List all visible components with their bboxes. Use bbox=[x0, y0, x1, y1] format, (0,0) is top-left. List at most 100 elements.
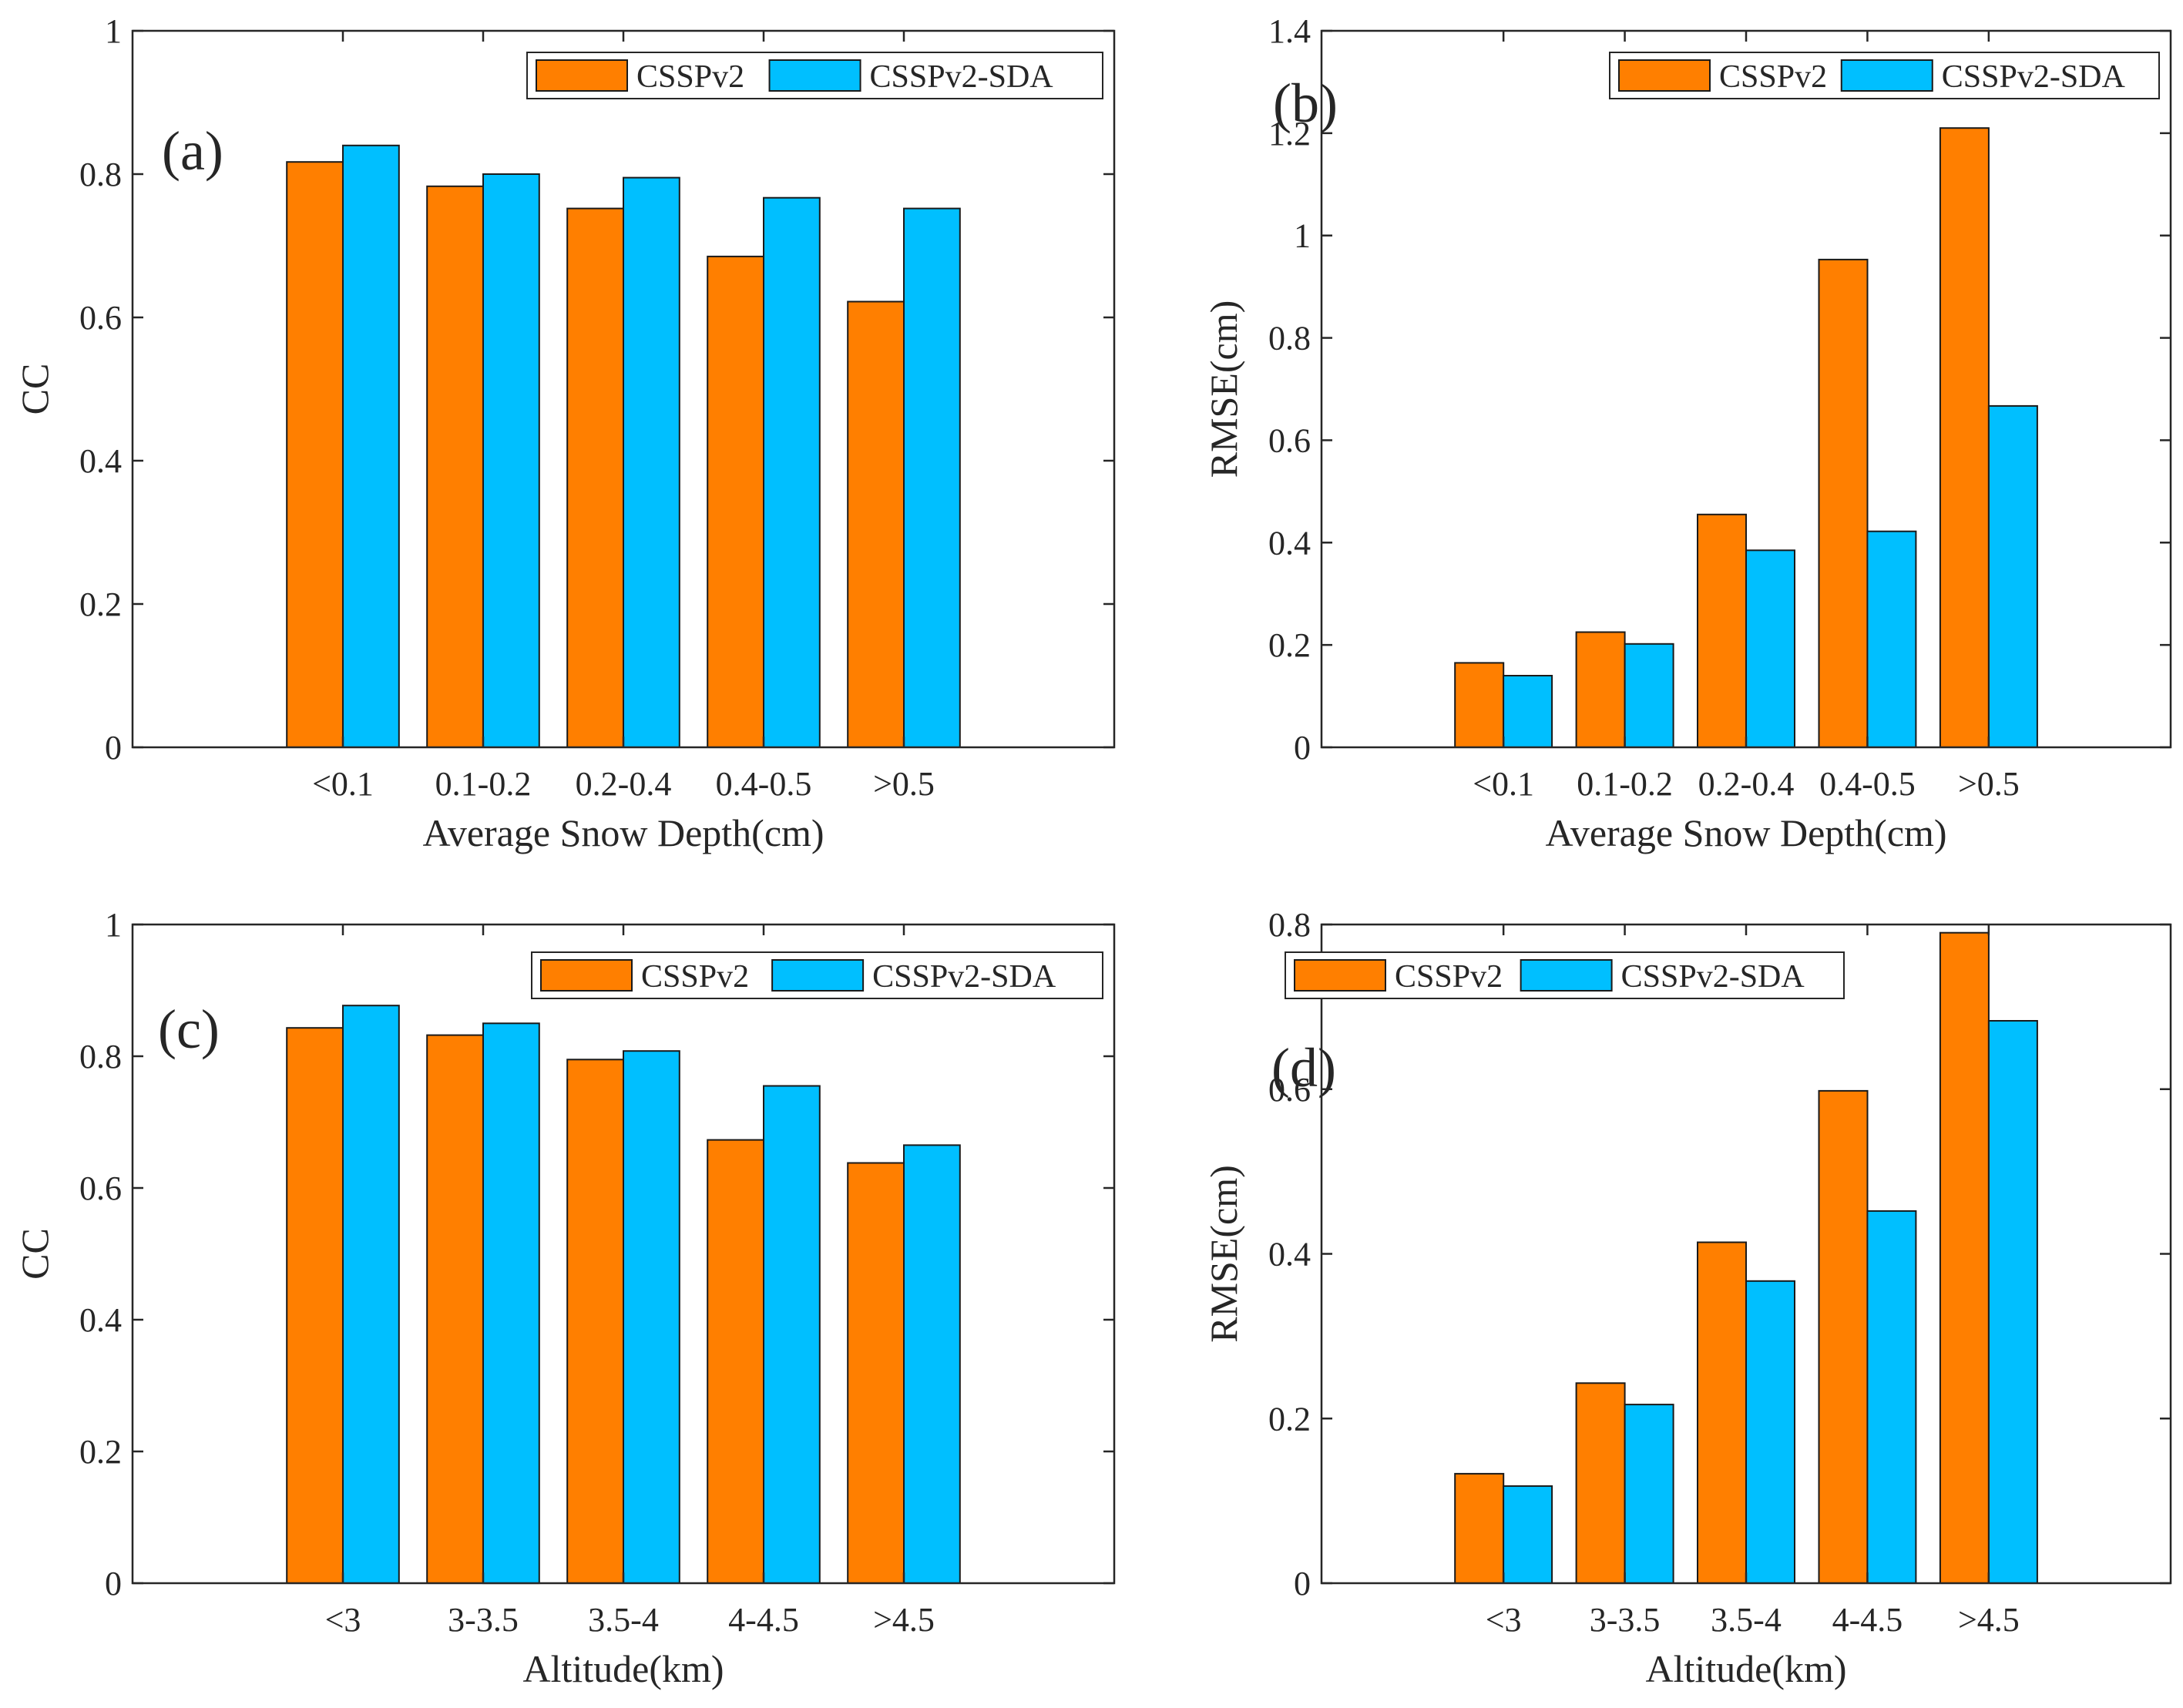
y-axis-label: RMSE(cm) bbox=[1202, 1165, 1245, 1343]
bar-csspv2-1 bbox=[286, 1027, 344, 1584]
bar-csspv2-sda-5 bbox=[1987, 404, 2038, 749]
x-tick-label: 0.2-0.4 bbox=[1698, 765, 1795, 803]
x-tick-label: >0.5 bbox=[1958, 765, 2020, 803]
bar-csspv2-4 bbox=[1818, 1089, 1869, 1584]
bar-csspv2-sda-4 bbox=[1866, 530, 1917, 748]
bar-csspv2-5 bbox=[1939, 931, 1990, 1584]
bar-csspv2-3 bbox=[566, 207, 625, 749]
y-tick-label: 0.2 bbox=[79, 586, 122, 623]
x-tick-label: <3 bbox=[1486, 1601, 1522, 1639]
x-tick-label: <3 bbox=[325, 1601, 361, 1639]
y-tick-label: 0.8 bbox=[1268, 320, 1311, 357]
panel-label: (a) bbox=[162, 120, 223, 182]
bar-csspv2-sda-1 bbox=[342, 1005, 400, 1584]
y-tick-label: 1.4 bbox=[1268, 12, 1311, 50]
legend-swatch-csspv2-sda bbox=[1520, 959, 1613, 992]
x-tick-label: <0.1 bbox=[312, 765, 374, 803]
y-tick-label: 0.2 bbox=[79, 1433, 122, 1471]
y-tick-label: 0.8 bbox=[1268, 906, 1311, 944]
bar-csspv2-5 bbox=[847, 300, 905, 748]
y-tick-label: 0 bbox=[105, 1565, 122, 1602]
legend: CSSPv2 CSSPv2-SDA bbox=[526, 52, 1103, 99]
bar-csspv2-sda-1 bbox=[1503, 675, 1553, 748]
x-axis-label: Altitude(km) bbox=[522, 1647, 724, 1690]
legend-swatch-csspv2 bbox=[540, 959, 633, 992]
y-tick-label: 1 bbox=[105, 12, 122, 50]
x-tick-label: 0.4-0.5 bbox=[716, 765, 812, 803]
x-tick-label: 3-3.5 bbox=[448, 1601, 519, 1639]
y-tick-label: 0.6 bbox=[1268, 421, 1311, 459]
y-tick-label: 0 bbox=[105, 729, 122, 767]
x-tick-label: 3.5-4 bbox=[1711, 1601, 1782, 1639]
y-tick-label: 0.6 bbox=[79, 1169, 122, 1207]
bar-csspv2-sda-4 bbox=[763, 196, 821, 748]
bar-csspv2-sda-2 bbox=[482, 1022, 540, 1585]
panel-label: (c) bbox=[158, 998, 220, 1060]
y-axis-label: CC bbox=[13, 1228, 56, 1280]
y-tick-label: 1 bbox=[1294, 217, 1311, 255]
y-tick-label: 0 bbox=[1294, 1565, 1311, 1602]
x-tick-label: <0.1 bbox=[1473, 765, 1534, 803]
y-tick-label: 0 bbox=[1294, 729, 1311, 767]
y-tick-label: 1.2 bbox=[1268, 115, 1311, 153]
bar-csspv2-sda-5 bbox=[1987, 1020, 2038, 1584]
x-axis-label: Average Snow Depth(cm) bbox=[422, 811, 824, 854]
chart-panel-1: 0 0.2 0.4 0.6 0.8 1 <0.1 0.1-0.2 0.2-0.4 0.4-0.5 >… bbox=[13, 12, 1116, 854]
bar-csspv2-sda-1 bbox=[1503, 1485, 1553, 1585]
bar-csspv2-5 bbox=[1939, 127, 1990, 748]
legend-swatch-csspv2 bbox=[1618, 59, 1711, 92]
bar-csspv2-sda-3 bbox=[623, 176, 680, 749]
bar-csspv2-3 bbox=[566, 1059, 625, 1585]
bar-csspv2-4 bbox=[1818, 258, 1869, 748]
bar-csspv2-1 bbox=[286, 161, 344, 748]
legend-label-csspv2: CSSPv2 bbox=[636, 59, 744, 95]
bar-csspv2-sda-3 bbox=[623, 1050, 680, 1584]
y-axis-label: CC bbox=[13, 364, 56, 415]
bar-csspv2-4 bbox=[707, 1139, 765, 1584]
bar-csspv2-3 bbox=[1697, 1241, 1747, 1584]
x-tick-label: >0.5 bbox=[873, 765, 935, 803]
legend-swatch-csspv2 bbox=[1294, 959, 1386, 992]
bar-csspv2-sda-2 bbox=[1624, 1404, 1674, 1584]
y-tick-label: 1 bbox=[105, 906, 122, 944]
x-tick-label: 0.1-0.2 bbox=[1577, 765, 1673, 803]
bar-csspv2-sda-1 bbox=[342, 144, 400, 749]
bar-csspv2-sda-3 bbox=[1745, 549, 1795, 749]
x-tick-label: 4-4.5 bbox=[728, 1601, 799, 1639]
y-tick-label: 0.8 bbox=[79, 156, 122, 193]
y-tick-label: 0.6 bbox=[1268, 1071, 1311, 1109]
y-tick-label: 0.2 bbox=[1268, 626, 1311, 664]
bar-csspv2-1 bbox=[1454, 1472, 1505, 1585]
bar-csspv2-sda-5 bbox=[903, 1144, 961, 1584]
y-tick-label: 0.4 bbox=[1268, 1236, 1311, 1273]
x-tick-label: >4.5 bbox=[1958, 1601, 2020, 1639]
legend: CSSPv2 CSSPv2-SDA bbox=[531, 951, 1103, 999]
chart-panel-2: 0 0.2 0.4 0.6 0.8 1 1.2 1.4 <0.1 0.1-0.2 0.2-0.4 0.… bbox=[1202, 12, 2172, 854]
legend-swatch-csspv2-sda bbox=[1840, 59, 1933, 92]
legend-label-csspv2-sda: CSSPv2-SDA bbox=[1942, 59, 2126, 95]
legend-label-csspv2: CSSPv2 bbox=[1719, 59, 1827, 95]
y-tick-label: 0.4 bbox=[79, 1301, 122, 1339]
legend-swatch-csspv2 bbox=[536, 59, 628, 92]
bar-csspv2-sda-4 bbox=[763, 1085, 821, 1584]
x-tick-label: 4-4.5 bbox=[1832, 1601, 1903, 1639]
x-tick-label: 0.1-0.2 bbox=[435, 765, 532, 803]
legend-label-csspv2: CSSPv2 bbox=[641, 959, 749, 995]
bar-csspv2-5 bbox=[847, 1162, 905, 1584]
legend: CSSPv2 CSSPv2-SDA bbox=[1285, 951, 1845, 999]
bar-csspv2-4 bbox=[707, 255, 765, 748]
x-axis-label: Altitude(km) bbox=[1645, 1647, 1846, 1690]
legend-swatch-csspv2-sda bbox=[771, 959, 865, 992]
x-tick-label: 3.5-4 bbox=[588, 1601, 659, 1639]
panel-label: (b) bbox=[1273, 72, 1338, 134]
bar-csspv2-2 bbox=[426, 185, 485, 749]
bar-csspv2-2 bbox=[1575, 631, 1626, 748]
bar-csspv2-sda-4 bbox=[1866, 1210, 1917, 1585]
y-axis-label: RMSE(cm) bbox=[1202, 300, 1245, 478]
legend-label-csspv2: CSSPv2 bbox=[1395, 959, 1503, 995]
x-tick-label: 3-3.5 bbox=[1590, 1601, 1661, 1639]
y-tick-label: 0.6 bbox=[79, 299, 122, 337]
bar-csspv2-1 bbox=[1454, 662, 1505, 749]
y-tick-label: 0.4 bbox=[1268, 524, 1311, 562]
bar-csspv2-sda-5 bbox=[903, 207, 961, 749]
